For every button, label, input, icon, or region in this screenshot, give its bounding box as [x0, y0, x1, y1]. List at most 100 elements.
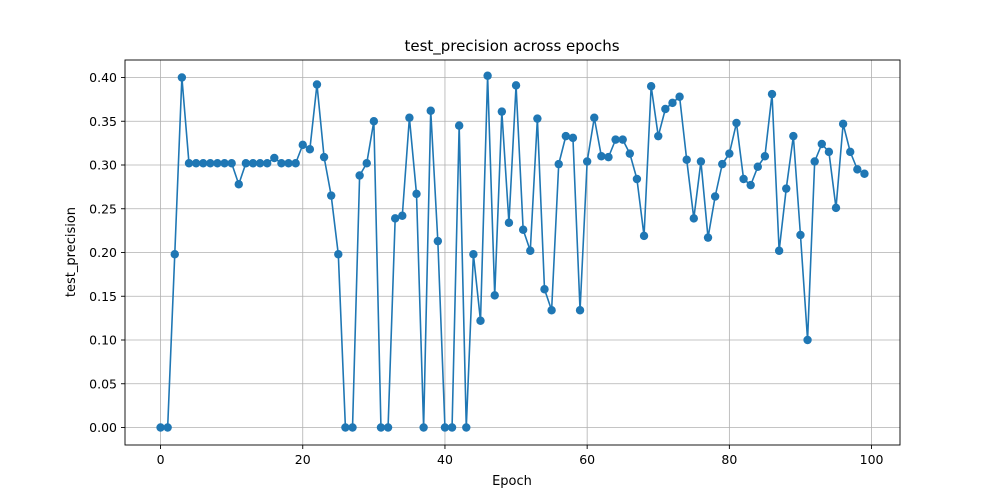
data-point: [469, 250, 478, 259]
data-point: [398, 211, 407, 220]
data-point: [575, 306, 585, 315]
data-point: [184, 159, 194, 168]
data-point: [540, 285, 549, 294]
y-tick-label: 0.10: [89, 333, 117, 348]
data-point: [732, 118, 741, 128]
data-point: [291, 159, 300, 168]
data-point: [483, 71, 492, 80]
data-point: [554, 159, 563, 169]
data-point: [376, 423, 386, 432]
data-point: [846, 147, 855, 157]
data-point: [497, 107, 507, 116]
data-point: [611, 135, 620, 144]
x-tick-label: 20: [295, 452, 311, 467]
y-tick-label: 0.20: [89, 245, 117, 260]
data-point: [682, 155, 691, 164]
data-point: [661, 104, 670, 114]
data-point: [668, 98, 677, 108]
data-point: [739, 174, 748, 184]
data-point: [533, 114, 542, 123]
data-point: [284, 159, 293, 168]
data-point: [241, 159, 251, 168]
data-point: [383, 423, 393, 432]
data-point: [817, 139, 826, 149]
data-point: [703, 233, 713, 242]
data-point: [312, 80, 322, 89]
data-point: [760, 152, 770, 161]
data-point: [447, 423, 457, 432]
data-point: [518, 225, 528, 234]
data-point: [334, 250, 343, 259]
data-point: [604, 152, 613, 162]
data-point: [632, 174, 642, 184]
data-point: [860, 169, 869, 178]
data-point: [767, 89, 777, 99]
data-point: [774, 246, 784, 255]
data-point: [348, 423, 357, 432]
x-tick-label: 80: [721, 452, 737, 467]
data-point: [796, 230, 805, 240]
data-point: [710, 192, 720, 201]
data-point: [824, 147, 834, 157]
data-point: [746, 180, 755, 190]
data-point: [597, 152, 606, 161]
data-point: [454, 121, 464, 130]
data-point: [234, 180, 243, 189]
data-point: [263, 159, 272, 168]
data-point: [696, 157, 706, 166]
data-point: [426, 106, 435, 115]
data-point: [561, 131, 571, 141]
data-point: [639, 231, 649, 241]
data-point: [511, 81, 521, 90]
y-tick-label: 0.40: [89, 70, 117, 85]
data-point: [355, 171, 364, 180]
data-point: [753, 162, 762, 171]
data-point: [462, 423, 471, 432]
grid: [125, 60, 900, 445]
y-axis-label: test_precision: [64, 207, 79, 297]
chart-title: test_precision across epochs: [404, 37, 619, 56]
data-point: [490, 291, 499, 300]
data-point: [362, 159, 371, 168]
y-tick-label: 0.30: [89, 158, 117, 173]
data-point: [405, 113, 414, 122]
data-point: [227, 159, 236, 168]
x-tick-label: 0: [157, 452, 165, 467]
data-point: [675, 92, 684, 101]
data-point: [390, 214, 400, 223]
data-point: [341, 423, 350, 432]
x-tick-label: 40: [437, 452, 453, 467]
data-point: [789, 131, 798, 141]
data-point: [646, 82, 656, 91]
data-point: [803, 335, 812, 345]
series-line-layer: [160, 74, 865, 429]
data-point: [440, 423, 450, 432]
y-tick-label: 0.00: [89, 420, 117, 435]
y-tick-label: 0.15: [89, 289, 117, 304]
data-point: [590, 113, 599, 122]
x-tick-label: 100: [860, 452, 884, 467]
data-point: [718, 159, 727, 169]
data-point: [618, 135, 627, 144]
data-point: [582, 157, 592, 166]
y-tick-label: 0.25: [89, 201, 117, 216]
data-point: [654, 131, 663, 141]
y-axis-ticks: 0.00 0.05 0.10 0.15 0.20 0.25 0.30 0.35 0.40: [89, 70, 125, 435]
data-point: [689, 214, 699, 223]
data-point: [725, 149, 734, 158]
data-point: [625, 149, 635, 158]
x-axis-ticks: 0 20 40 60 80 100: [157, 445, 884, 467]
data-point: [526, 246, 535, 255]
data-point: [170, 250, 179, 259]
data-point: [504, 218, 514, 227]
x-tick-label: 60: [579, 452, 595, 467]
data-point: [277, 159, 286, 168]
data-point: [319, 152, 329, 162]
data-points: [156, 71, 869, 432]
data-point: [163, 423, 172, 432]
data-point: [270, 153, 279, 163]
data-point: [248, 159, 258, 168]
data-point: [419, 423, 428, 432]
series-line: [160, 74, 865, 429]
